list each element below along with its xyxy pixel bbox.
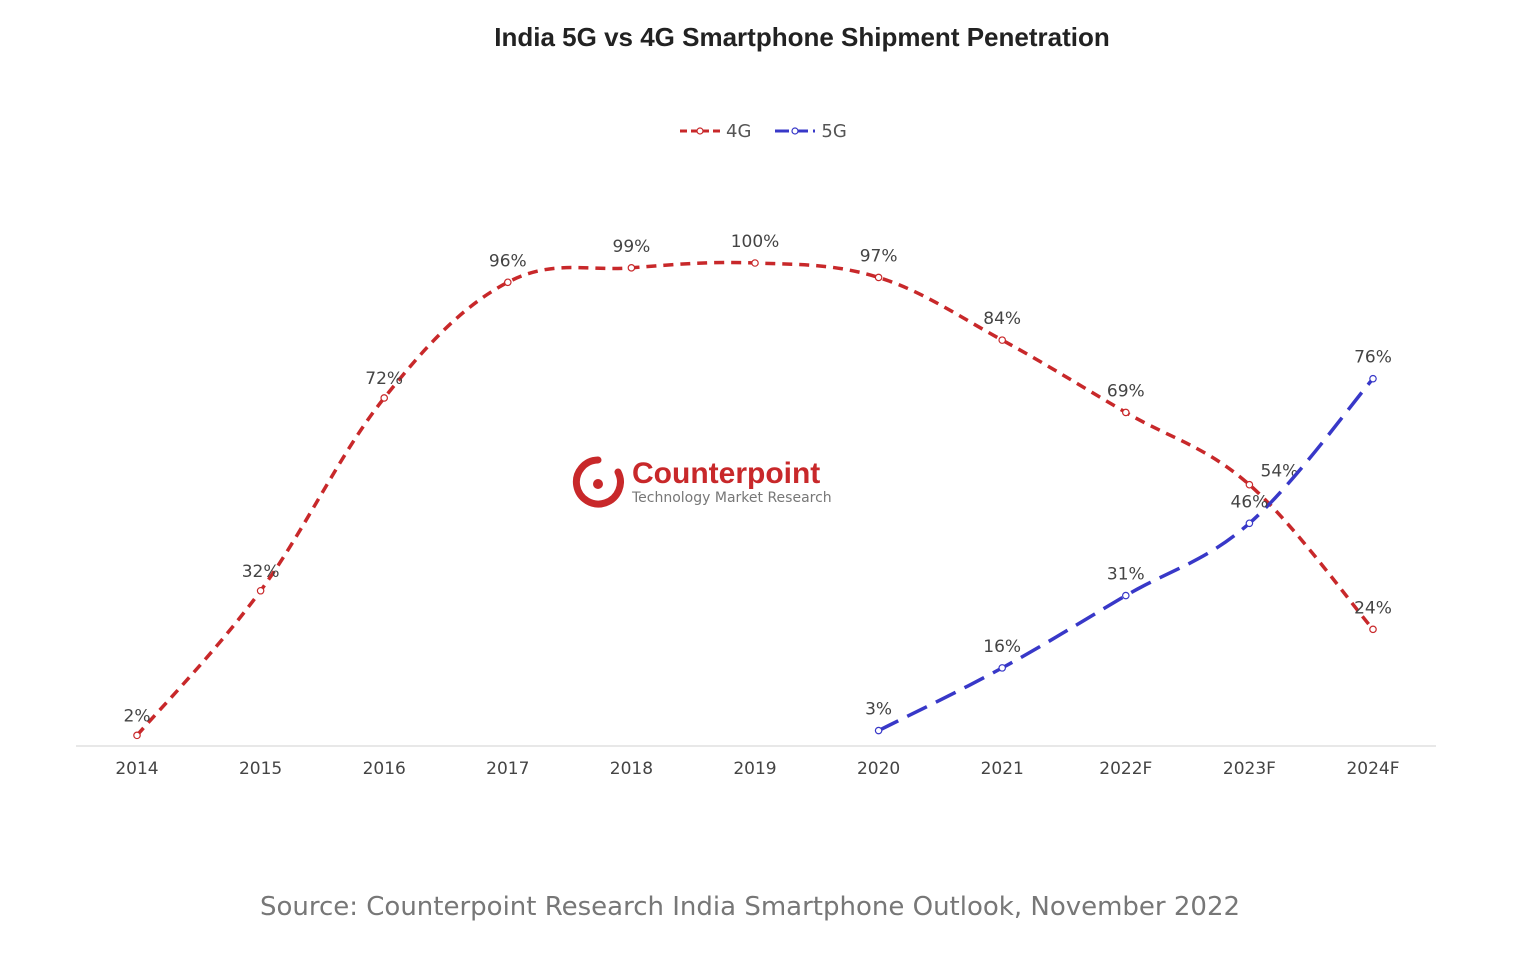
data-point-4g [998,336,1007,344]
data-point-4g [627,264,636,272]
data-label-5g: 46% [1231,492,1269,512]
watermark-tagline: Technology Market Research [632,490,832,506]
data-point-4g [503,278,512,287]
x-tick-label: 2019 [733,759,776,779]
x-tick-label: 2023F [1223,759,1276,779]
x-tick-label: 2017 [486,759,529,779]
legend-item-5g: 5G [773,120,847,142]
x-tick-label: 2014 [115,759,158,779]
data-label-4g: 99% [613,237,651,257]
x-tick-label: 2022F [1099,759,1152,779]
data-point-5g [874,726,883,735]
data-label-4g: 54% [1261,462,1299,482]
legend-item-4g: 4G [678,121,751,142]
data-label-4g: 72% [365,369,403,389]
x-tick-label: 2021 [981,759,1024,779]
data-point-4g [751,259,759,267]
x-tick-label: 2015 [239,759,282,779]
series-line-4g [135,260,1375,737]
legend-label-5g: 5G [821,120,847,142]
data-label-4g: 32% [242,562,280,582]
data-point-4g [256,586,265,595]
data-point-4g [133,731,141,740]
x-tick-label: 2020 [857,759,900,779]
data-label-4g: 96% [489,251,527,271]
data-label-4g: 2% [124,706,151,726]
data-label-4g: 100% [731,232,780,252]
data-point-4g [1122,408,1130,417]
data-label-4g: 69% [1107,381,1145,401]
x-tick-label: 2018 [610,759,653,779]
x-tick-label: 2016 [363,759,406,779]
x-tick-label: 2024F [1346,759,1399,779]
data-label-4g: 84% [983,309,1021,329]
counterpoint-watermark: Counterpoint Technology Market Research [572,456,832,508]
data-label-5g: 16% [983,637,1021,657]
legend-swatch-5g [775,127,816,135]
watermark-name: Counterpoint [632,457,821,490]
source-note: Source: Counterpoint Research India Smar… [259,892,1241,922]
chart-title: India 5G vs 4G Smartphone Shipment Penet… [494,22,1110,52]
data-point-4g [874,273,883,282]
data-label-4g: 97% [860,246,898,266]
data-point-5g [1369,374,1377,383]
data-label-5g: 76% [1354,348,1392,368]
data-point-5g [1122,591,1130,600]
data-point-5g [998,664,1007,672]
data-point-4g [380,394,389,402]
chart-legend: 4G 5G [678,118,869,144]
data-label-5g: 3% [865,700,892,720]
counterpoint-logo-icon [572,456,624,508]
series-line-5g [877,377,1375,733]
legend-label-4g: 4G [726,120,752,142]
data-label-4g: 24% [1354,598,1392,618]
data-label-5g: 31% [1107,565,1145,585]
legend-swatch-4g [680,127,720,135]
data-point-4g [1245,480,1254,489]
data-point-5g [1245,519,1254,528]
data-point-4g [1369,625,1377,634]
